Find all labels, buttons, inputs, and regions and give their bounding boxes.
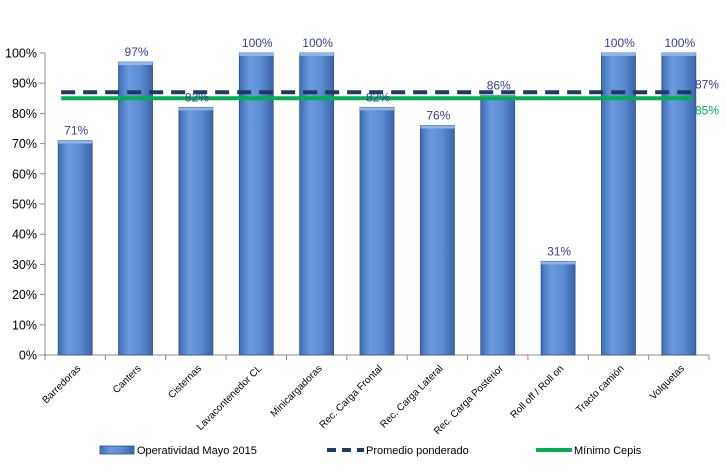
bar-top-highlight <box>118 62 153 66</box>
bar-top-highlight <box>299 53 334 56</box>
x-tick-label: Roll off / Roll on <box>509 363 567 421</box>
legend-label: Operatividad Mayo 2015 <box>137 445 257 457</box>
y-tick-label: 100% <box>5 47 37 61</box>
data-label: 100% <box>664 36 695 50</box>
y-tick-label: 90% <box>12 77 37 91</box>
x-tick-label: Barredoras <box>41 363 84 406</box>
x-tick-label: Minicargadoras <box>269 363 325 419</box>
y-tick-label: 40% <box>12 228 37 242</box>
x-tick-label: Volquetas <box>648 363 687 402</box>
x-tick-label: Rec. Carga Lateral <box>378 363 445 430</box>
bar-top-highlight <box>360 107 394 111</box>
data-label: 97% <box>125 45 149 59</box>
data-label: 31% <box>547 244 571 258</box>
legend-label: Mínimo Cepis <box>574 445 642 457</box>
bar-top-highlight <box>178 107 213 111</box>
data-label: 76% <box>426 108 450 122</box>
y-tick-label: 30% <box>12 258 37 272</box>
x-tick-label: Canters <box>111 363 144 396</box>
legend-label: Promedio ponderado <box>366 445 469 457</box>
y-tick-label: 60% <box>12 167 37 181</box>
y-tick-label: 80% <box>12 107 37 121</box>
x-tick-label: Cisternas <box>166 363 204 401</box>
bar-top-highlight <box>601 53 636 56</box>
data-label: 82% <box>185 90 209 104</box>
y-tick-label: 10% <box>12 318 37 332</box>
x-tick-label: Rec. Carga Posterior <box>432 363 506 437</box>
data-label: 100% <box>302 36 333 50</box>
y-tick-label: 50% <box>12 198 37 212</box>
data-label: 86% <box>487 78 511 92</box>
bar-top-highlight <box>541 261 576 265</box>
reference-line-label: 85% <box>695 103 719 117</box>
y-tick-label: 20% <box>12 288 37 302</box>
data-label: 100% <box>604 36 635 50</box>
bar <box>480 94 516 356</box>
bar <box>118 61 153 356</box>
bar-top-highlight <box>239 53 274 56</box>
bar <box>419 125 455 356</box>
bar <box>359 106 395 356</box>
bar <box>57 140 93 356</box>
y-tick-label: 70% <box>12 137 37 151</box>
legend: Operatividad Mayo 2015 Promedio ponderado… <box>99 445 642 457</box>
y-tick-label: 0% <box>19 349 37 363</box>
bar <box>178 106 214 356</box>
bar-top-highlight <box>58 140 93 144</box>
reference-line-label: 87% <box>695 77 719 91</box>
x-tick-label: Rec. Carga Frontal <box>318 363 386 431</box>
bar <box>540 260 576 356</box>
x-tick-label: Tracto camión <box>574 363 626 415</box>
bar <box>661 52 697 356</box>
data-label: 82% <box>366 90 390 104</box>
data-label: 71% <box>64 124 88 138</box>
legend-swatch-bars <box>99 445 135 455</box>
x-tick-label: Lavacontenedor CL <box>195 363 265 433</box>
bar <box>299 52 335 356</box>
bar-top-highlight <box>420 125 455 129</box>
bar-top-highlight <box>661 53 696 56</box>
data-label: 100% <box>242 36 273 50</box>
